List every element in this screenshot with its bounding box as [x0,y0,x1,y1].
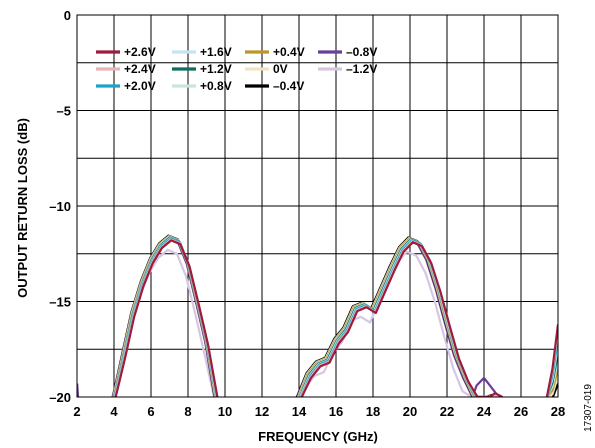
series-line [114,239,219,397]
plot-frame [76,14,559,398]
legend-item: +0.4V [245,45,305,59]
legend-item: +2.4V [96,62,156,76]
x-tick-label: 28 [551,404,565,419]
series-line [298,238,501,397]
x-tick-labels: 2 4 6 8 10 12 14 16 18 20 22 24 26 28 [73,404,565,419]
series-+2.6V [114,239,558,397]
y-tick-label: –15 [49,295,71,310]
y-tick-label: –5 [57,104,71,119]
y-tick-label: 0 [64,8,71,23]
series-line [300,240,501,397]
x-tick-label: 6 [147,404,154,419]
legend-item: +1.6V [172,45,232,59]
x-tick-label: 16 [329,404,343,419]
x-tick-label: 14 [292,404,307,419]
x-tick-label: 18 [366,404,380,419]
series-layer [77,234,558,397]
y-axis-title: OUTPUT RETURN LOSS (dB) [15,118,30,298]
legend-item: +0.8V [172,79,232,93]
x-axis-title: FREQUENCY (GHz) [258,429,378,444]
legend-label: –1.2V [346,62,377,76]
figure-id: 17307-019 [583,384,594,432]
series-line [545,324,558,397]
x-tick-label: 4 [110,404,118,419]
legend-label: +0.8V [200,79,232,93]
y-tick-label: –20 [49,390,71,405]
legend-label: +2.6V [124,45,156,59]
x-tick-label: 26 [514,404,528,419]
series-–1.2V [111,248,558,397]
legend-item: +1.2V [172,62,232,76]
series-line [300,241,504,397]
y-tick-label: –10 [49,199,71,214]
x-tick-label: 8 [184,404,191,419]
legend-label: +2.4V [124,62,156,76]
legend: +2.6V +2.4V +2.0V +1.6V +1.2V +0.8V +0.4V 0V –0.… [96,45,377,93]
legend-item: +2.0V [96,79,156,93]
legend-label: +1.6V [200,45,232,59]
legend-item: –0.8V [318,45,377,59]
legend-label: –0.4V [273,79,304,93]
legend-label: +1.2V [200,62,232,76]
legend-label: –0.8V [346,45,377,59]
x-tick-label: 12 [255,404,269,419]
y-tick-labels: 0 –5 –10 –15 –20 [49,8,71,405]
x-tick-label: 10 [218,404,232,419]
legend-label: 0V [273,62,288,76]
legend-item: 0V [245,62,288,76]
x-tick-label: 20 [403,404,417,419]
series-line [299,238,501,397]
x-tick-label: 22 [440,404,454,419]
x-tick-label: 24 [477,404,492,419]
series-line [111,248,216,397]
series-line [546,383,558,397]
legend-item: –0.4V [245,79,304,93]
legend-label: +0.4V [273,45,305,59]
x-tick-label: 2 [73,404,80,419]
series-line [297,237,501,397]
legend-item: –1.2V [318,62,377,76]
legend-label: +2.0V [124,79,156,93]
series-line [299,239,501,397]
legend-item: +2.6V [96,45,156,59]
